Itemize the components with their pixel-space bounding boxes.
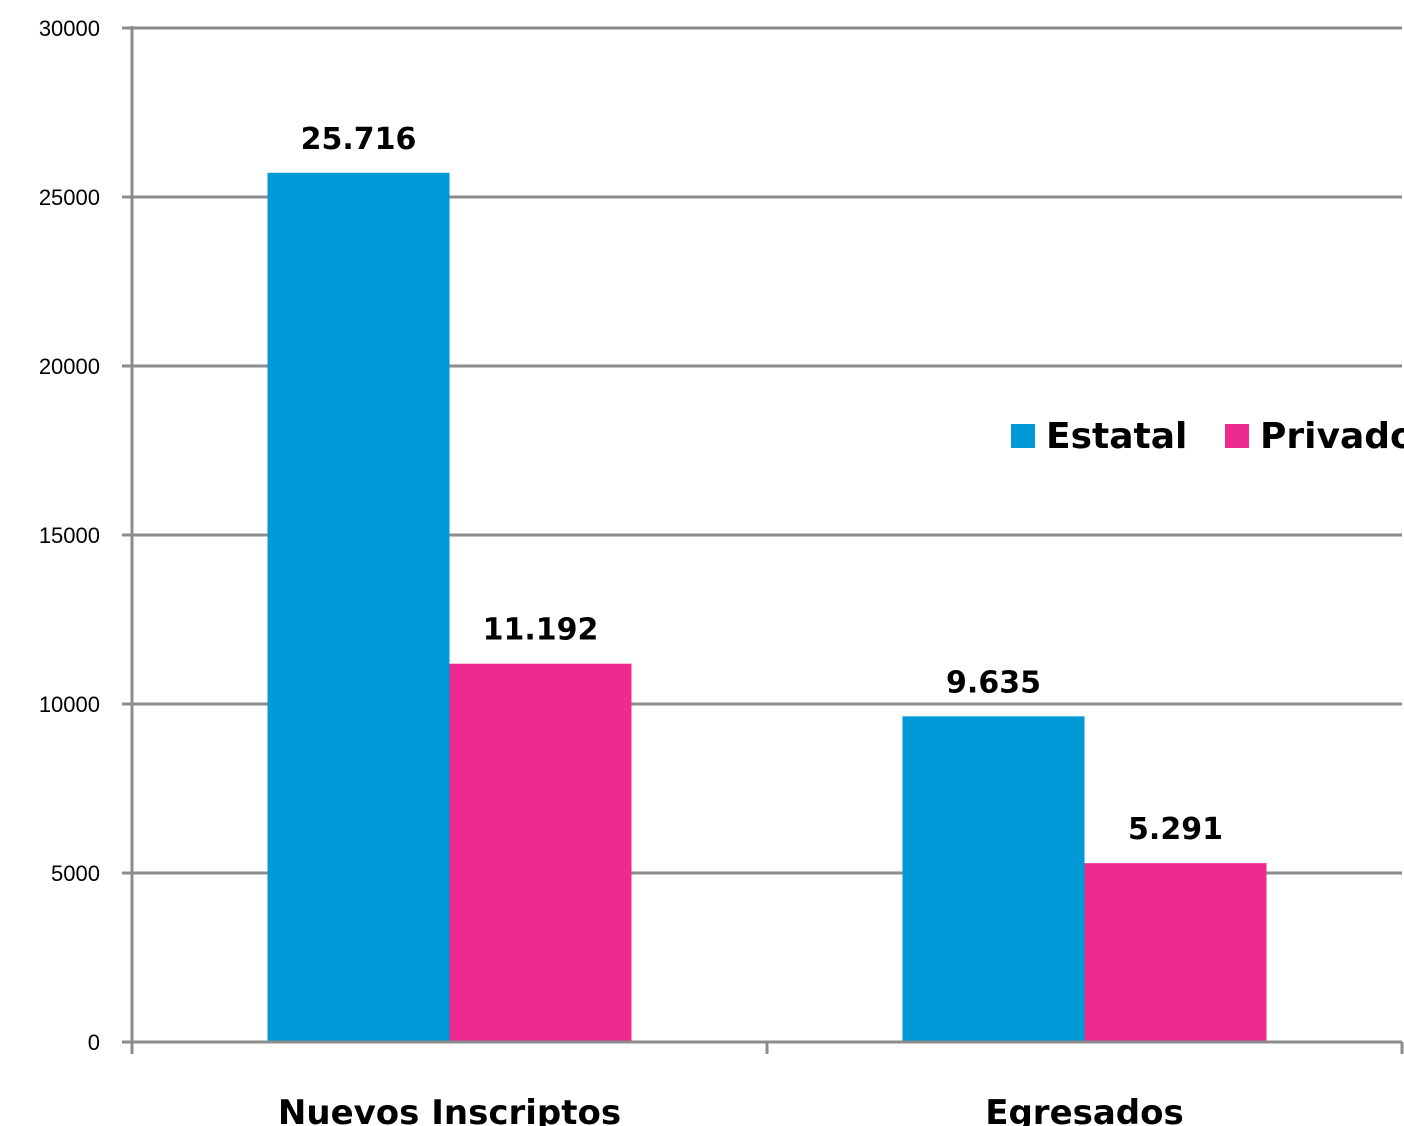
y-tick-label: 30000 <box>39 16 100 41</box>
bar-estatal <box>902 716 1085 1042</box>
x-category-label: Nuevos Inscriptos <box>278 1093 621 1126</box>
bar-estatal <box>267 172 450 1042</box>
legend-swatch <box>1225 424 1249 448</box>
y-tick-label: 10000 <box>39 692 100 717</box>
y-tick-label: 15000 <box>39 523 100 548</box>
legend: Estatal Privado <box>1011 416 1404 457</box>
axes: 0 5000 10000 15000 20000 25000 30000 <box>39 16 1404 1055</box>
data-label: 25.716 <box>301 122 417 157</box>
y-tick-label: 5000 <box>51 861 100 886</box>
y-tick-label: 0 <box>88 1030 100 1055</box>
y-tick-label: 20000 <box>39 354 100 379</box>
bars <box>267 172 1267 1042</box>
bar-privado <box>1084 863 1267 1042</box>
data-label: 11.192 <box>483 613 599 648</box>
legend-swatch <box>1011 424 1035 448</box>
legend-label: Privado <box>1260 416 1404 457</box>
data-label: 9.635 <box>946 665 1041 700</box>
labels: 25.716 11.192 Nuevos Inscriptos 9.635 5.291 E… <box>278 122 1223 1126</box>
x-category-label: Egresados <box>985 1093 1184 1126</box>
legend-label: Estatal <box>1046 416 1187 457</box>
bar-privado <box>449 663 632 1042</box>
y-tick-label: 25000 <box>39 185 100 210</box>
data-label: 5.291 <box>1128 812 1223 847</box>
